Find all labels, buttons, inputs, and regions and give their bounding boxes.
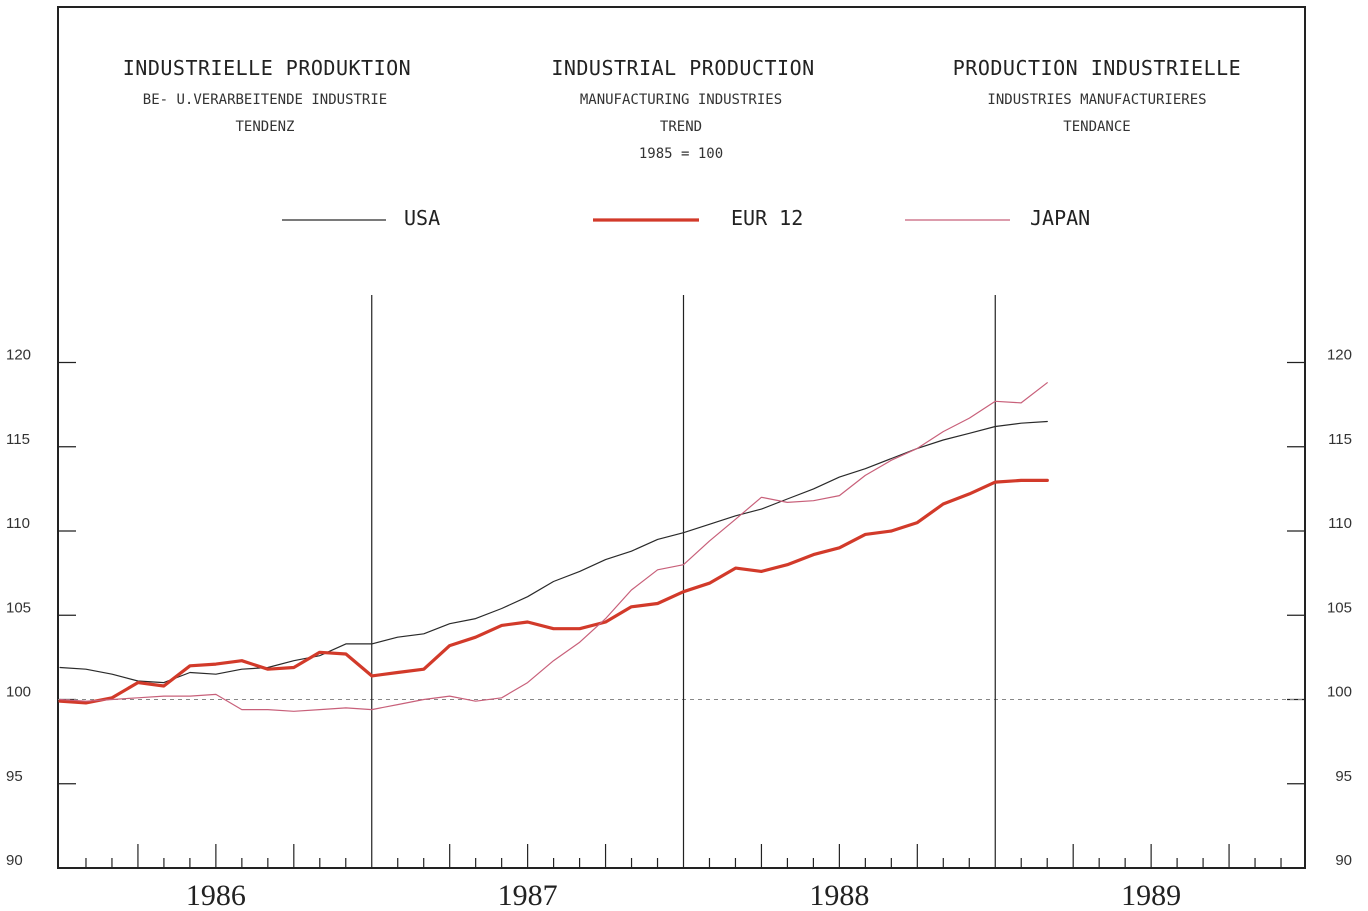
subtitle-english-line1: MANUFACTURING INDUSTRIES (580, 92, 782, 108)
subtitle-french-line1: INDUSTRIES MANUFACTURIERES (987, 92, 1206, 108)
series-line-eur12 (58, 478, 1049, 705)
ytick-label-right: 100 (1327, 684, 1352, 701)
xtick-label-year: 1986 (186, 879, 246, 911)
title-block-german: INDUSTRIELLE PRODUKTION BE- U.VERARBEITE… (123, 56, 411, 135)
ytick-label-right: 105 (1327, 599, 1352, 616)
title-block-french: PRODUCTION INDUSTRIELLE INDUSTRIES MANUF… (953, 56, 1241, 135)
title-english: INDUSTRIAL PRODUCTION (551, 56, 814, 80)
legend-label-usa: USA (404, 206, 440, 230)
ytick-label-left: 110 (6, 515, 30, 532)
ytick-label-left: 120 (6, 347, 31, 364)
legend-label-japan: JAPAN (1030, 206, 1090, 230)
ytick-label-left: 115 (6, 431, 30, 448)
subtitle-french-line2: TENDANCE (1063, 119, 1130, 135)
series-lines (58, 382, 1049, 712)
subtitle-german-line1: BE- U.VERARBEITENDE INDUSTRIE (143, 92, 387, 108)
ytick-label-right: 90 (1335, 852, 1352, 869)
subtitle-english-line2: TREND (660, 119, 702, 135)
legend: USA EUR 12 JAPAN (282, 206, 1090, 230)
ytick-label-left: 100 (6, 684, 31, 701)
axes: 90 90 95 95 100 100 105 105 110 110 115 115 120 120 19… (6, 295, 1352, 911)
ytick-label-left: 95 (6, 768, 23, 785)
xtick-label-year: 1987 (498, 879, 558, 911)
ytick-label-right: 120 (1327, 347, 1352, 364)
subtitle-german-line2: TENDENZ (235, 119, 294, 135)
title-german: INDUSTRIELLE PRODUKTION (123, 56, 411, 80)
base-year-note: 1985 = 100 (639, 146, 723, 162)
xtick-label-year: 1988 (809, 879, 869, 911)
title-french: PRODUCTION INDUSTRIELLE (953, 56, 1241, 80)
title-block-english: INDUSTRIAL PRODUCTION MANUFACTURING INDU… (551, 56, 814, 162)
ytick-label-left: 105 (6, 599, 31, 616)
series-line-usa (59, 420, 1048, 684)
ytick-label-right: 110 (1328, 515, 1352, 532)
ytick-label-left: 90 (6, 852, 23, 869)
ytick-label-right: 95 (1335, 768, 1352, 785)
plot-frame (57, 6, 1306, 869)
series-line-japan (59, 382, 1048, 712)
ytick-label-right: 115 (1328, 431, 1352, 448)
legend-label-eur12: EUR 12 (731, 206, 803, 230)
xtick-label-year: 1989 (1121, 879, 1181, 911)
